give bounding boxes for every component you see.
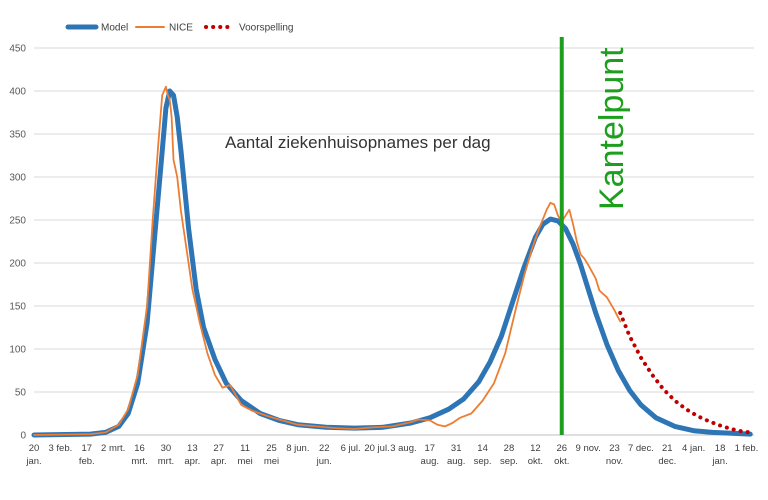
x-tick-label: 27 — [213, 443, 224, 454]
y-tick-label: 450 — [9, 44, 26, 55]
x-tick-label: 28 — [504, 443, 515, 454]
y-tick-label: 100 — [9, 345, 26, 356]
y-tick-label: 400 — [9, 87, 26, 98]
y-axis-ticks: 0 50 100 150 200 250 300 350 400 450 — [9, 44, 26, 442]
x-tick-label-line2: jan. — [711, 456, 727, 467]
x-tick-label: 22 — [319, 443, 330, 454]
series-line-nice — [33, 85, 622, 436]
y-tick-label: 250 — [9, 216, 26, 227]
y-tick-label: 300 — [9, 173, 26, 184]
x-tick-label: 4 jan. — [682, 443, 705, 454]
x-tick-label: 21 — [662, 443, 673, 454]
y-tick-label: 150 — [9, 302, 26, 313]
x-tick-label: 3 feb. — [48, 443, 72, 454]
x-tick-label-line2: aug. — [421, 456, 440, 467]
x-tick-label-line2: sep. — [500, 456, 518, 467]
x-tick-label: 14 — [477, 443, 488, 454]
x-tick-label-line2: jan. — [25, 456, 41, 467]
x-tick-label-line2: mrt. — [158, 456, 174, 467]
chart-annotation: Aantal ziekenhuisopnames per dag — [225, 133, 491, 152]
legend-label-model: Model — [101, 23, 128, 34]
x-tick-label: 26 — [556, 443, 567, 454]
x-tick-label: 20 jul. — [364, 443, 389, 454]
y-tick-label: 0 — [20, 431, 26, 442]
x-tick-label-line2: aug. — [447, 456, 466, 467]
x-tick-label: 16 — [134, 443, 145, 454]
x-tick-label: 3 aug. — [390, 443, 416, 454]
x-tick-label: 8 jun. — [286, 443, 309, 454]
x-tick-label-line2: mei — [237, 456, 252, 467]
x-tick-label: 20 — [29, 443, 40, 454]
x-tick-label: 23 — [609, 443, 620, 454]
x-tick-label: 6 jul. — [341, 443, 361, 454]
series-group — [31, 85, 753, 438]
x-tick-label: 17 — [81, 443, 92, 454]
y-tick-label: 350 — [9, 130, 26, 141]
x-tick-label: 31 — [451, 443, 462, 454]
x-tick-label-line2: okt. — [528, 456, 543, 467]
x-tick-label: 17 — [425, 443, 436, 454]
x-tick-label: 1 feb. — [735, 443, 759, 454]
x-tick-label: 13 — [187, 443, 198, 454]
x-tick-label: 12 — [530, 443, 541, 454]
x-tick-label-line2: sep. — [474, 456, 492, 467]
x-tick-label: 7 dec. — [628, 443, 654, 454]
x-tick-label-line2: mei — [264, 456, 279, 467]
x-tick-label-line2: apr. — [184, 456, 200, 467]
x-tick-label: 9 nov. — [576, 443, 601, 454]
legend: Model NICE Voorspelling — [65, 23, 293, 34]
x-tick-label: 30 — [161, 443, 172, 454]
x-tick-label: 2 mrt. — [101, 443, 125, 454]
series-line-voorspelling — [618, 310, 753, 435]
x-axis-ticks: 20 jan. 3 feb. 17 feb. 2 mrt. 16 mrt. 30 mrt. 13 ap… — [25, 443, 758, 467]
x-tick-label-line2: mrt. — [131, 456, 147, 467]
legend-label-voorspelling: Voorspelling — [239, 23, 293, 34]
x-tick-label: 25 — [266, 443, 277, 454]
x-tick-label-line2: okt. — [554, 456, 569, 467]
x-tick-label-line2: apr. — [211, 456, 227, 467]
legend-label-nice: NICE — [169, 23, 193, 34]
x-tick-label-line2: nov. — [606, 456, 623, 467]
y-tick-label: 50 — [15, 388, 27, 399]
x-tick-label-line2: dec. — [658, 456, 676, 467]
x-tick-label-line2: feb. — [79, 456, 95, 467]
kantelpunt-label: Kantelpunt — [593, 47, 631, 210]
y-tick-label: 200 — [9, 259, 26, 270]
x-tick-label-line2: jun. — [316, 456, 332, 467]
x-tick-label: 11 — [240, 443, 250, 454]
x-tick-label: 18 — [715, 443, 726, 454]
